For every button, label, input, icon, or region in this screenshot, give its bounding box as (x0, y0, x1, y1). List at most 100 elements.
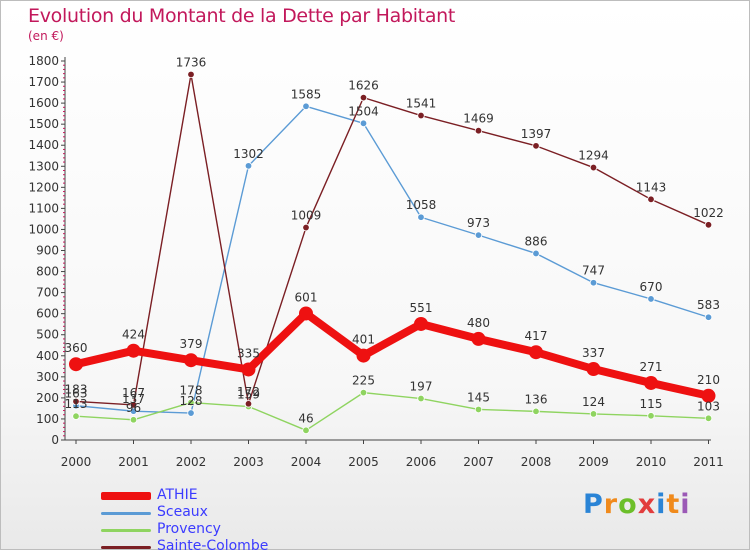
legend-label: ATHIE (157, 487, 198, 503)
data-label: 670 (640, 280, 663, 294)
data-label: 103 (697, 399, 720, 413)
data-label: 271 (640, 360, 663, 374)
data-label: 360 (65, 341, 88, 355)
data-label: 172 (237, 385, 260, 399)
data-point (244, 400, 253, 408)
data-point (187, 398, 195, 407)
data-label: 1626 (348, 79, 379, 93)
data-point (359, 119, 368, 128)
data-point (356, 348, 371, 363)
y-tick-label: 300 (36, 370, 59, 384)
data-label: 167 (122, 386, 145, 400)
data-point (647, 295, 655, 303)
y-tick-label: 200 (36, 391, 59, 405)
data-label: 210 (697, 373, 720, 387)
data-label: 1504 (348, 104, 379, 118)
data-point (474, 231, 483, 239)
data-label: 417 (525, 329, 548, 343)
x-tick-label: 2004 (291, 455, 322, 469)
data-label: 424 (122, 328, 145, 342)
proxiti-logo: Proxiti (583, 489, 691, 520)
data-label: 1541 (406, 97, 437, 111)
data-point (72, 397, 80, 406)
chart-unit-label: (en €) (28, 29, 64, 43)
data-label: 225 (352, 374, 375, 388)
data-label: 96 (126, 401, 141, 415)
y-tick-label: 800 (36, 265, 59, 279)
data-point (417, 213, 425, 221)
data-label: 124 (582, 395, 605, 409)
legend-label: Sceaux (157, 504, 208, 520)
data-point (244, 162, 253, 170)
y-tick-label: 1200 (28, 180, 59, 194)
y-tick-label: 1100 (28, 201, 59, 215)
series-line-provency (75, 391, 710, 432)
data-label: 145 (467, 390, 490, 404)
y-tick-label: 1800 (28, 54, 59, 68)
data-point (586, 362, 601, 377)
data-label: 115 (640, 397, 663, 411)
data-point (529, 345, 543, 360)
legend-swatch (101, 529, 151, 532)
data-point (359, 93, 368, 102)
legend-label: Provency (157, 521, 221, 537)
data-point (532, 407, 540, 416)
y-tick-label: 1700 (28, 75, 59, 89)
data-label: 183 (65, 382, 88, 396)
y-tick-label: 700 (36, 286, 59, 300)
y-tick-label: 1300 (28, 159, 59, 173)
data-point (414, 316, 428, 331)
x-tick-label: 2007 (463, 455, 494, 469)
data-point (126, 343, 141, 358)
data-point (302, 426, 310, 435)
legend-swatch (101, 492, 151, 500)
data-label: 197 (410, 380, 433, 394)
x-tick-label: 2011 (693, 455, 724, 469)
data-point (187, 409, 195, 417)
data-point (72, 412, 80, 420)
data-point (302, 223, 310, 232)
data-label: 128 (180, 394, 203, 408)
data-label: 551 (410, 301, 433, 315)
x-tick-label: 2010 (636, 455, 667, 469)
x-tick-label: 2008 (521, 455, 552, 469)
data-point (187, 70, 195, 79)
chart-axes: 0 100 200 300 400 500 600 700 800 900 1000 1100 1200… (28, 54, 723, 469)
x-tick-label: 2001 (118, 455, 149, 469)
x-tick-label: 2006 (406, 455, 437, 469)
y-tick-label: 100 (36, 412, 59, 426)
data-point (589, 279, 598, 287)
data-point (184, 353, 198, 368)
data-label: 46 (298, 411, 313, 425)
data-label: 973 (467, 216, 490, 230)
data-point (69, 357, 83, 372)
data-point (302, 102, 310, 110)
data-point (704, 414, 713, 423)
data-label: 113 (65, 397, 88, 411)
data-label: 1009 (291, 209, 322, 223)
legend-swatch (101, 512, 151, 515)
data-label: 159 (237, 388, 260, 402)
data-point (359, 388, 368, 397)
y-tick-label: 1000 (28, 222, 59, 236)
x-tick-label: 2000 (61, 455, 92, 469)
y-tick-label: 900 (36, 244, 59, 258)
data-point (417, 111, 425, 120)
data-label: 137 (122, 392, 145, 406)
data-point (589, 163, 598, 172)
series-line-sceaux (75, 105, 710, 414)
data-label: 335 (237, 346, 260, 360)
data-point (471, 331, 486, 346)
data-point (299, 306, 313, 321)
y-tick-label: 1500 (28, 117, 59, 131)
data-label: 337 (582, 346, 605, 360)
data-point (129, 401, 138, 409)
legend-item: Sceaux (101, 504, 321, 521)
data-label: 1736 (176, 55, 207, 69)
data-label: 480 (467, 316, 490, 330)
x-tick-label: 2002 (176, 455, 207, 469)
series-lines (72, 73, 713, 432)
data-label: 886 (525, 234, 548, 248)
data-label: 1022 (693, 206, 724, 220)
